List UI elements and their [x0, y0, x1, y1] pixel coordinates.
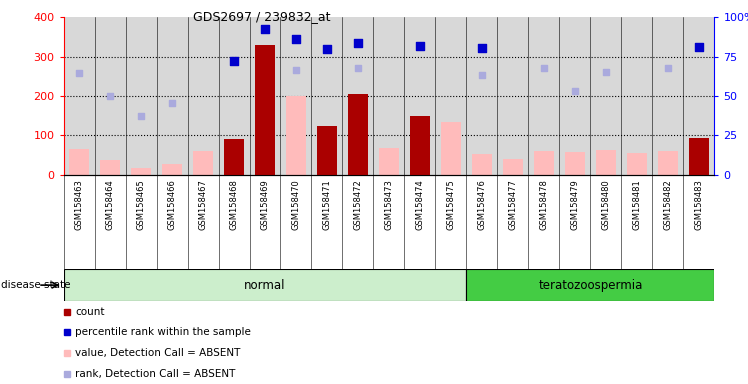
Text: GSM158468: GSM158468 [230, 179, 239, 230]
Point [538, 65, 550, 71]
Text: GSM158472: GSM158472 [354, 179, 363, 230]
Bar [286, 96, 306, 175]
Text: GSM158465: GSM158465 [137, 179, 146, 230]
Text: GSM158470: GSM158470 [292, 179, 301, 230]
Bar [596, 150, 616, 175]
Point [135, 113, 147, 119]
Bar [410, 116, 430, 175]
Bar [534, 151, 554, 175]
Text: count: count [76, 307, 105, 317]
Text: GSM158467: GSM158467 [198, 179, 207, 230]
Point [352, 65, 364, 71]
Text: teratozoospermia: teratozoospermia [539, 279, 643, 291]
Text: GDS2697 / 239832_at: GDS2697 / 239832_at [193, 10, 331, 23]
Point [569, 88, 581, 94]
Text: GSM158479: GSM158479 [571, 179, 580, 230]
Point [476, 45, 488, 51]
Text: GSM158475: GSM158475 [447, 179, 456, 230]
Bar [689, 138, 709, 175]
Point [693, 44, 705, 50]
Text: GSM158476: GSM158476 [477, 179, 486, 230]
Bar [100, 160, 120, 175]
Text: GSM158481: GSM158481 [632, 179, 641, 230]
Point [104, 93, 116, 99]
Text: GSM158473: GSM158473 [384, 179, 393, 230]
Point [166, 99, 178, 106]
Bar [162, 164, 182, 175]
Text: disease state: disease state [1, 280, 71, 290]
Bar [627, 153, 647, 175]
Bar [131, 168, 151, 175]
Point [228, 58, 240, 64]
Text: GSM158477: GSM158477 [509, 179, 518, 230]
Point [600, 70, 612, 76]
Point [476, 72, 488, 78]
Text: rank, Detection Call = ABSENT: rank, Detection Call = ABSENT [76, 369, 236, 379]
FancyBboxPatch shape [64, 269, 467, 301]
Point [290, 36, 302, 42]
Bar [472, 154, 492, 175]
Bar [193, 151, 213, 175]
Text: GSM158474: GSM158474 [415, 179, 424, 230]
Bar [317, 126, 337, 175]
Point [290, 67, 302, 73]
Text: GSM158463: GSM158463 [75, 179, 84, 230]
Bar [379, 148, 399, 175]
Text: GSM158482: GSM158482 [663, 179, 672, 230]
Bar [565, 152, 585, 175]
Bar [503, 159, 523, 175]
Text: value, Detection Call = ABSENT: value, Detection Call = ABSENT [76, 348, 241, 358]
Point [259, 26, 271, 32]
Point [662, 65, 674, 71]
Bar [69, 149, 89, 175]
Text: GSM158480: GSM158480 [601, 179, 610, 230]
Text: GSM158466: GSM158466 [168, 179, 177, 230]
Point [321, 46, 333, 52]
Point [73, 70, 85, 76]
Text: GSM158483: GSM158483 [694, 179, 703, 230]
FancyBboxPatch shape [467, 269, 714, 301]
Text: normal: normal [245, 279, 286, 291]
Bar [255, 45, 275, 175]
Bar [224, 139, 244, 175]
Text: GSM158469: GSM158469 [260, 179, 269, 230]
Text: GSM158464: GSM158464 [105, 179, 114, 230]
Point [414, 43, 426, 49]
Bar [348, 94, 368, 175]
Bar [441, 122, 461, 175]
Point [352, 40, 364, 46]
Text: GSM158471: GSM158471 [322, 179, 331, 230]
Text: GSM158478: GSM158478 [539, 179, 548, 230]
Bar [657, 151, 678, 175]
Text: percentile rank within the sample: percentile rank within the sample [76, 328, 251, 338]
